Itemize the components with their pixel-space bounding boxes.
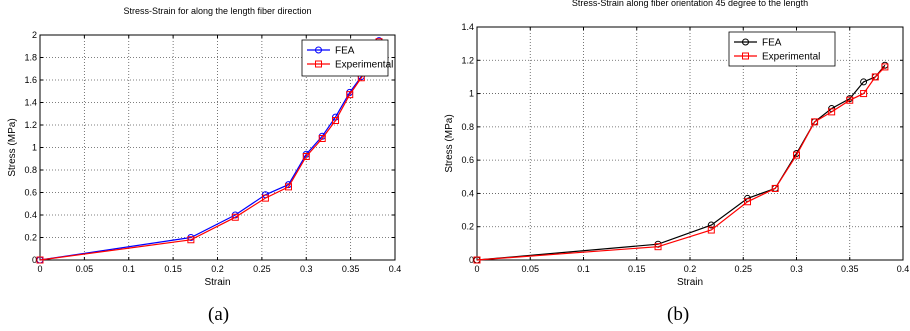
- x-tick-label: 0.1: [577, 264, 590, 274]
- x-tick-label: 0.25: [253, 264, 271, 274]
- series-experimental-point: [261, 194, 269, 202]
- caption-a: (a): [208, 304, 230, 325]
- y-tick-label: 0: [469, 255, 474, 265]
- chart-a: 0 0.05 0.1 0.15 0.2 0.25 0.3 0.35 0.4 0 0.2 0.4 0.6 0…: [7, 6, 401, 288]
- series-experimental-point: [332, 117, 340, 124]
- legend: FEA Experimental: [728, 31, 836, 67]
- legend-label: FEA: [762, 38, 782, 49]
- x-tick-label: 0.3: [300, 264, 313, 274]
- series-experimental-point: [860, 90, 868, 98]
- x-tick-label: 0.35: [841, 264, 859, 274]
- y-tick-label: 0.6: [24, 188, 37, 198]
- series-experimental-point: [346, 91, 354, 99]
- series-experimental-point: [793, 151, 800, 159]
- legend-label: Experimental: [762, 52, 820, 63]
- y-tick-label: 0.2: [24, 233, 37, 243]
- x-tick-label: 0: [37, 264, 42, 274]
- series-fea-point: [707, 221, 715, 229]
- chart-b: 0 0.05 0.1 0.15 0.2 0.25 0.3 0.35 0.4 0 0.2 0.4 0.6 0…: [444, 0, 909, 288]
- series-experimental-point: [707, 226, 715, 234]
- series-experimental-point: [654, 243, 662, 251]
- y-tick-label: 1.4: [24, 98, 37, 108]
- series-experimental-point: [811, 118, 819, 126]
- x-tick-label: 0.15: [628, 264, 646, 274]
- chart-title: Stress-Strain for along the length fiber…: [123, 6, 311, 16]
- caption-b: (b): [667, 304, 690, 325]
- series-experimental-point: [231, 213, 239, 221]
- y-tick-label: 1.4: [461, 22, 474, 32]
- x-tick-label: 0.15: [164, 264, 182, 274]
- y-tick-label: 1: [32, 143, 37, 153]
- legend: FEA Experimental: [301, 39, 393, 77]
- series-experimental-point: [302, 153, 310, 160]
- series-experimental-point: [285, 183, 292, 191]
- y-axis-label: Stress (MPa): [444, 114, 455, 172]
- y-tick-label: 1.6: [24, 75, 37, 85]
- x-tick-label: 0.4: [897, 264, 910, 274]
- series-experimental-point: [881, 63, 889, 71]
- x-tick-label: 0.3: [790, 264, 803, 274]
- series-experimental-point: [828, 108, 836, 116]
- legend-box: [728, 31, 836, 67]
- legend-label: Experimental: [335, 60, 393, 71]
- y-tick-label: 1: [469, 89, 474, 99]
- x-tick-label: 0.25: [734, 264, 752, 274]
- chart-title: Stress-Strain along fiber orientation 45…: [572, 0, 808, 8]
- legend-marker: [315, 60, 322, 68]
- y-tick-label: 1.2: [461, 55, 474, 65]
- series-experimental-point: [187, 236, 195, 244]
- series-experimental-point: [744, 198, 752, 206]
- y-tick-label: 2: [32, 30, 37, 40]
- legend-marker: [742, 52, 749, 60]
- y-tick-label: 0.4: [24, 210, 37, 220]
- series-experimental-point: [318, 135, 326, 142]
- x-tick-label: 0.2: [211, 264, 224, 274]
- legend-marker: [742, 38, 749, 46]
- x-axis-label: Strain: [677, 277, 703, 288]
- x-tick-label: 0.1: [122, 264, 135, 274]
- x-tick-label: 0: [474, 264, 479, 274]
- x-tick-label: 0.35: [342, 264, 360, 274]
- legend-marker: [315, 46, 322, 54]
- series-fea-point: [860, 78, 868, 86]
- series-experimental-point: [36, 256, 44, 264]
- x-tick-label: 0.2: [684, 264, 697, 274]
- y-tick-label: 0.4: [461, 188, 474, 198]
- y-tick-label: 1.2: [24, 120, 37, 130]
- y-tick-label: 0.2: [461, 222, 474, 232]
- x-tick-label: 0.4: [389, 264, 402, 274]
- legend-box: [301, 39, 389, 77]
- y-tick-label: 1.8: [24, 53, 37, 63]
- y-tick-label: 0: [32, 255, 37, 265]
- y-tick-label: 0.8: [24, 165, 37, 175]
- legend-label: FEA: [335, 46, 355, 57]
- x-axis-label: Strain: [204, 277, 230, 288]
- series-experimental-point: [771, 184, 779, 192]
- y-tick-label: 0.6: [461, 155, 474, 165]
- series-experimental-point: [473, 256, 481, 264]
- y-tick-label: 0.8: [461, 122, 474, 132]
- series-experimental-point: [846, 96, 854, 104]
- x-tick-label: 0.05: [76, 264, 94, 274]
- x-tick-label: 0.05: [521, 264, 539, 274]
- series-experimental-point: [871, 73, 879, 81]
- y-axis-label: Stress (MPa): [7, 118, 18, 176]
